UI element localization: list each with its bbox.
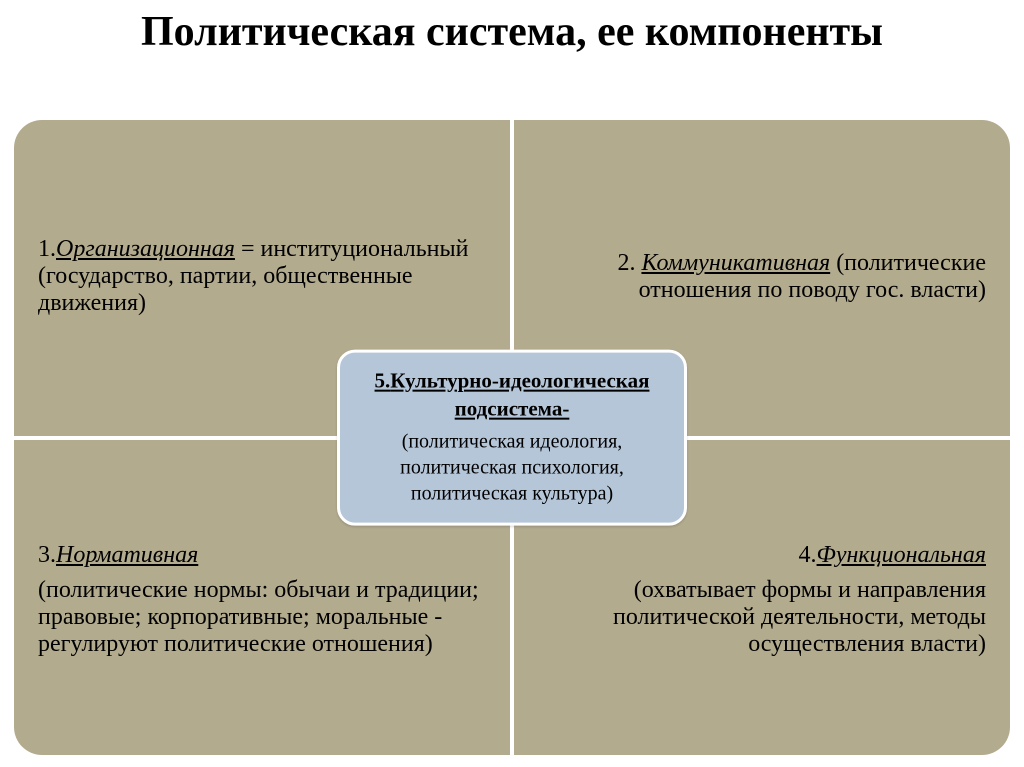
quad-body: (политические нормы: обычаи и традиции; … bbox=[38, 577, 486, 658]
quad-heading: Нормативная bbox=[56, 542, 198, 568]
center-head-line1: Культурно-идеологическая bbox=[390, 368, 649, 392]
slide-title: Политическая система, ее компоненты bbox=[0, 0, 1024, 60]
center-head-line2: подсистема- bbox=[455, 397, 570, 421]
quad-number: 4. bbox=[799, 542, 817, 568]
quad-heading: Коммуникативная bbox=[641, 250, 830, 276]
quad-number: 3. bbox=[38, 542, 56, 568]
quad-heading: Функциональная bbox=[817, 542, 986, 568]
quad-heading: Организационная bbox=[56, 236, 235, 262]
center-body: (политическая идеология, политическая пс… bbox=[356, 429, 668, 507]
quad-eq: = bbox=[235, 236, 261, 262]
quad-number: 1. bbox=[38, 236, 56, 262]
center-cultural-ideological: 5.Культурно-идеологическая подсистема- (… bbox=[337, 349, 687, 526]
center-number: 5. bbox=[375, 368, 391, 392]
quad-number: 2. bbox=[617, 250, 641, 276]
quad-body: (охватывает формы и направления политиче… bbox=[538, 577, 986, 658]
quadrant-grid: 1.Организационная = институциональный (г… bbox=[14, 120, 1010, 755]
center-heading: 5.Культурно-идеологическая подсистема- bbox=[356, 366, 668, 423]
